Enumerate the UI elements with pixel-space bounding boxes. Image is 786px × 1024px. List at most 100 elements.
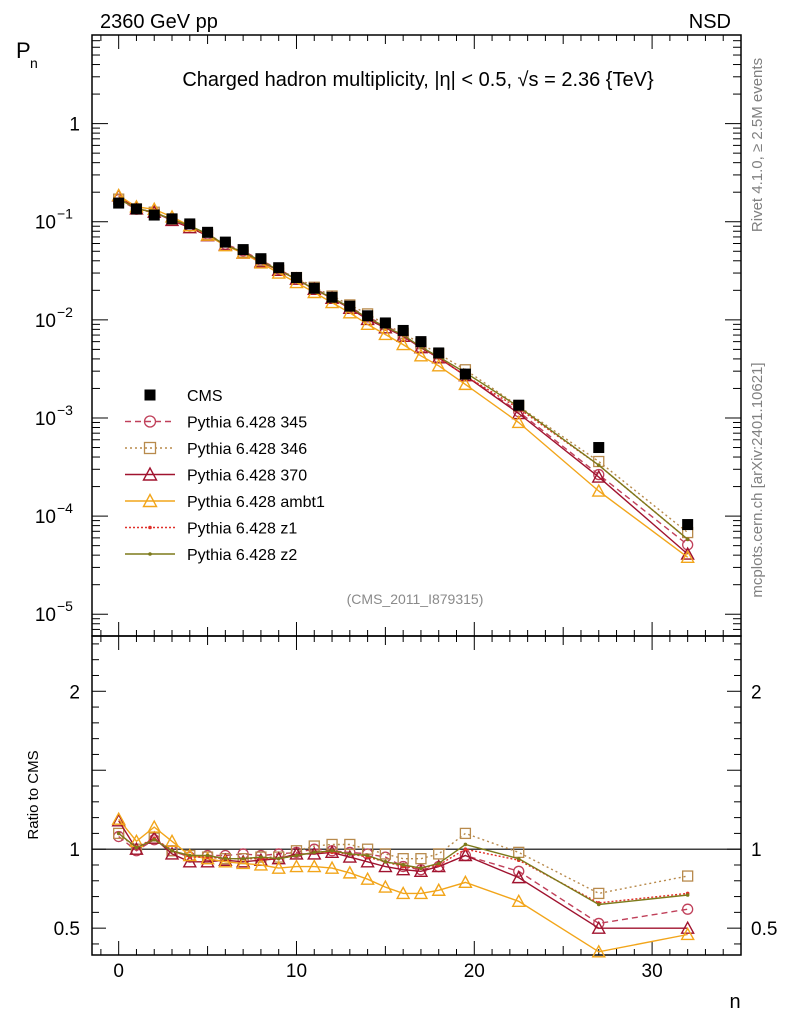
- series-line: [118, 832, 688, 895]
- data-point: [200, 854, 215, 868]
- data-point: [182, 854, 197, 868]
- data-point: [223, 856, 228, 861]
- data-point: [433, 848, 445, 860]
- data-point: [342, 849, 358, 863]
- data-point: [147, 819, 162, 833]
- data-point: [433, 347, 445, 359]
- data-point: [143, 415, 157, 428]
- y-tick-label-text: 1: [69, 115, 80, 136]
- data-point: [148, 209, 160, 221]
- data-point: [415, 336, 427, 348]
- main-panel-frame: [91, 34, 742, 637]
- data-point: [685, 893, 690, 897]
- data-point: [682, 519, 694, 531]
- data-point: [326, 291, 338, 303]
- data-point: [459, 368, 471, 380]
- x-tick-label: 10: [286, 961, 307, 982]
- data-point: [591, 469, 606, 483]
- data-point: [395, 337, 411, 351]
- y-axis-label-main-text: P: [16, 38, 31, 63]
- data-point: [202, 226, 214, 238]
- data-point: [413, 863, 429, 878]
- legend-label: Pythia 6.428 ambt1: [187, 494, 325, 511]
- data-point: [431, 859, 446, 873]
- x-axis-label: n: [729, 991, 740, 1013]
- data-point: [344, 838, 356, 851]
- data-point: [342, 865, 358, 879]
- y-tick-label: 10 −1: [35, 206, 73, 234]
- data-point: [237, 244, 249, 256]
- data-point: [591, 920, 606, 934]
- x-tick-label: 20: [464, 961, 485, 982]
- rivet-version-label: Rivet 4.1.0, ≥ 2.5M events: [749, 58, 766, 232]
- data-point: [289, 859, 304, 873]
- data-point: [401, 863, 405, 867]
- legend-label: Pythia 6.428 346: [187, 441, 307, 458]
- data-point: [166, 213, 178, 225]
- main-panel: 10 −510 −410 −310 −210 −11: [35, 34, 742, 637]
- data-point: [593, 468, 605, 481]
- header-right: NSD: [689, 11, 731, 33]
- data-point: [170, 848, 174, 853]
- data-point: [413, 348, 429, 362]
- series-line: [118, 198, 689, 540]
- y-tick-label-base: 10: [35, 605, 56, 626]
- data-point: [344, 300, 356, 312]
- data-point: [259, 855, 263, 859]
- data-point: [271, 860, 286, 874]
- data-point: [360, 871, 375, 885]
- data-point: [593, 442, 605, 454]
- data-point: [680, 549, 695, 564]
- data-point: [348, 852, 352, 856]
- legend: CMS Pythia 6.428 345 Pythia 6.428 346 Pythi…: [125, 388, 325, 564]
- data-point: [463, 842, 468, 847]
- data-point: [397, 324, 409, 336]
- data-point: [680, 920, 695, 934]
- ratio-y-tick-label: 1: [69, 840, 80, 861]
- series-line: [118, 818, 688, 953]
- ratio-panel: 0 10 20 30 0.5 0.5 1 1 2 2: [54, 635, 777, 982]
- x-tick-label: 30: [642, 961, 663, 982]
- ratio-y-tick-label: 0.5: [54, 919, 80, 940]
- series-pythia-6-428-346: [113, 193, 694, 539]
- series-pythia-6-428-z2: [116, 197, 690, 542]
- data-point: [144, 389, 156, 401]
- y-axis-label-ratio: Ratio to CMS: [25, 750, 42, 839]
- y-tick-label-base: 10: [35, 213, 56, 234]
- data-point: [516, 856, 521, 861]
- data-point: [307, 859, 322, 873]
- legend-item: Pythia 6.428 ambt1: [125, 493, 325, 511]
- data-point: [142, 466, 158, 481]
- series-line: [118, 198, 689, 540]
- y-axis-label-main: P n: [16, 38, 38, 71]
- y-tick-label: 10 −2: [35, 304, 73, 332]
- data-point: [164, 846, 180, 860]
- data-point: [134, 845, 139, 850]
- data-point: [330, 848, 334, 853]
- y-tick-label-base: 10: [35, 409, 56, 430]
- data-point: [511, 870, 526, 884]
- data-point: [187, 853, 192, 858]
- ratio-y-tick-label-right: 0.5: [751, 919, 777, 940]
- legend-item: Pythia 6.428 345: [125, 415, 307, 432]
- data-point: [458, 376, 473, 391]
- series-pythia-6-428-345: [113, 830, 694, 930]
- data-point: [111, 811, 126, 825]
- y-tick-label-exponent: −5: [57, 598, 73, 614]
- data-point: [324, 860, 340, 874]
- mcplots-credit-label: mcplots.cern.ch [arXiv:2401.10621]: [749, 362, 766, 597]
- y-tick-label-exponent: −2: [57, 304, 73, 320]
- data-point: [378, 859, 393, 873]
- data-point: [458, 848, 473, 862]
- data-point: [513, 865, 525, 877]
- series-cms: [113, 197, 694, 531]
- data-point: [360, 854, 375, 868]
- data-point: [184, 218, 196, 230]
- data-point: [290, 272, 302, 284]
- data-point: [513, 399, 525, 411]
- data-point: [116, 831, 121, 836]
- data-point: [419, 866, 423, 870]
- data-point: [130, 203, 142, 215]
- series-pythia-6-428-370: [111, 813, 695, 934]
